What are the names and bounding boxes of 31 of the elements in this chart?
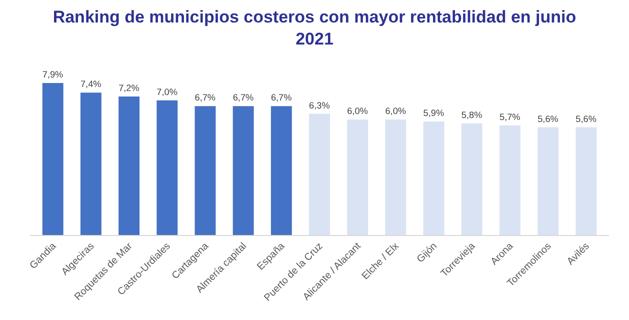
bar — [270, 106, 292, 235]
chart-title: Ranking de municipios costeros con mayor rentabilidad en junio 2021 — [52, 7, 576, 48]
data-label: 7,2% — [118, 82, 140, 93]
bar — [194, 106, 216, 235]
data-label: 6,7% — [194, 92, 216, 103]
data-label: 5,8% — [461, 110, 482, 120]
bar — [461, 123, 482, 235]
bar — [232, 106, 254, 235]
bar — [309, 114, 330, 235]
bar — [385, 120, 406, 235]
data-label: 6,7% — [232, 92, 254, 103]
bar — [347, 120, 368, 235]
bar — [499, 125, 520, 235]
data-label: 5,7% — [499, 112, 520, 122]
bar — [576, 127, 597, 235]
data-label: 5,6% — [538, 114, 558, 124]
bar — [538, 127, 559, 235]
data-label: 5,6% — [576, 114, 596, 124]
bar — [42, 83, 64, 235]
bar — [80, 92, 102, 235]
data-label: 6,0% — [347, 106, 368, 116]
data-label: 6,3% — [309, 100, 330, 110]
data-label: 5,9% — [423, 108, 444, 118]
data-label: 6,0% — [385, 106, 406, 116]
bar — [156, 100, 178, 235]
data-label: 7,9% — [42, 70, 64, 80]
data-label: 7,0% — [156, 86, 178, 97]
bar — [423, 121, 444, 235]
data-label: 7,4% — [80, 79, 102, 90]
bar — [118, 96, 140, 235]
data-label: 6,7% — [270, 92, 292, 103]
